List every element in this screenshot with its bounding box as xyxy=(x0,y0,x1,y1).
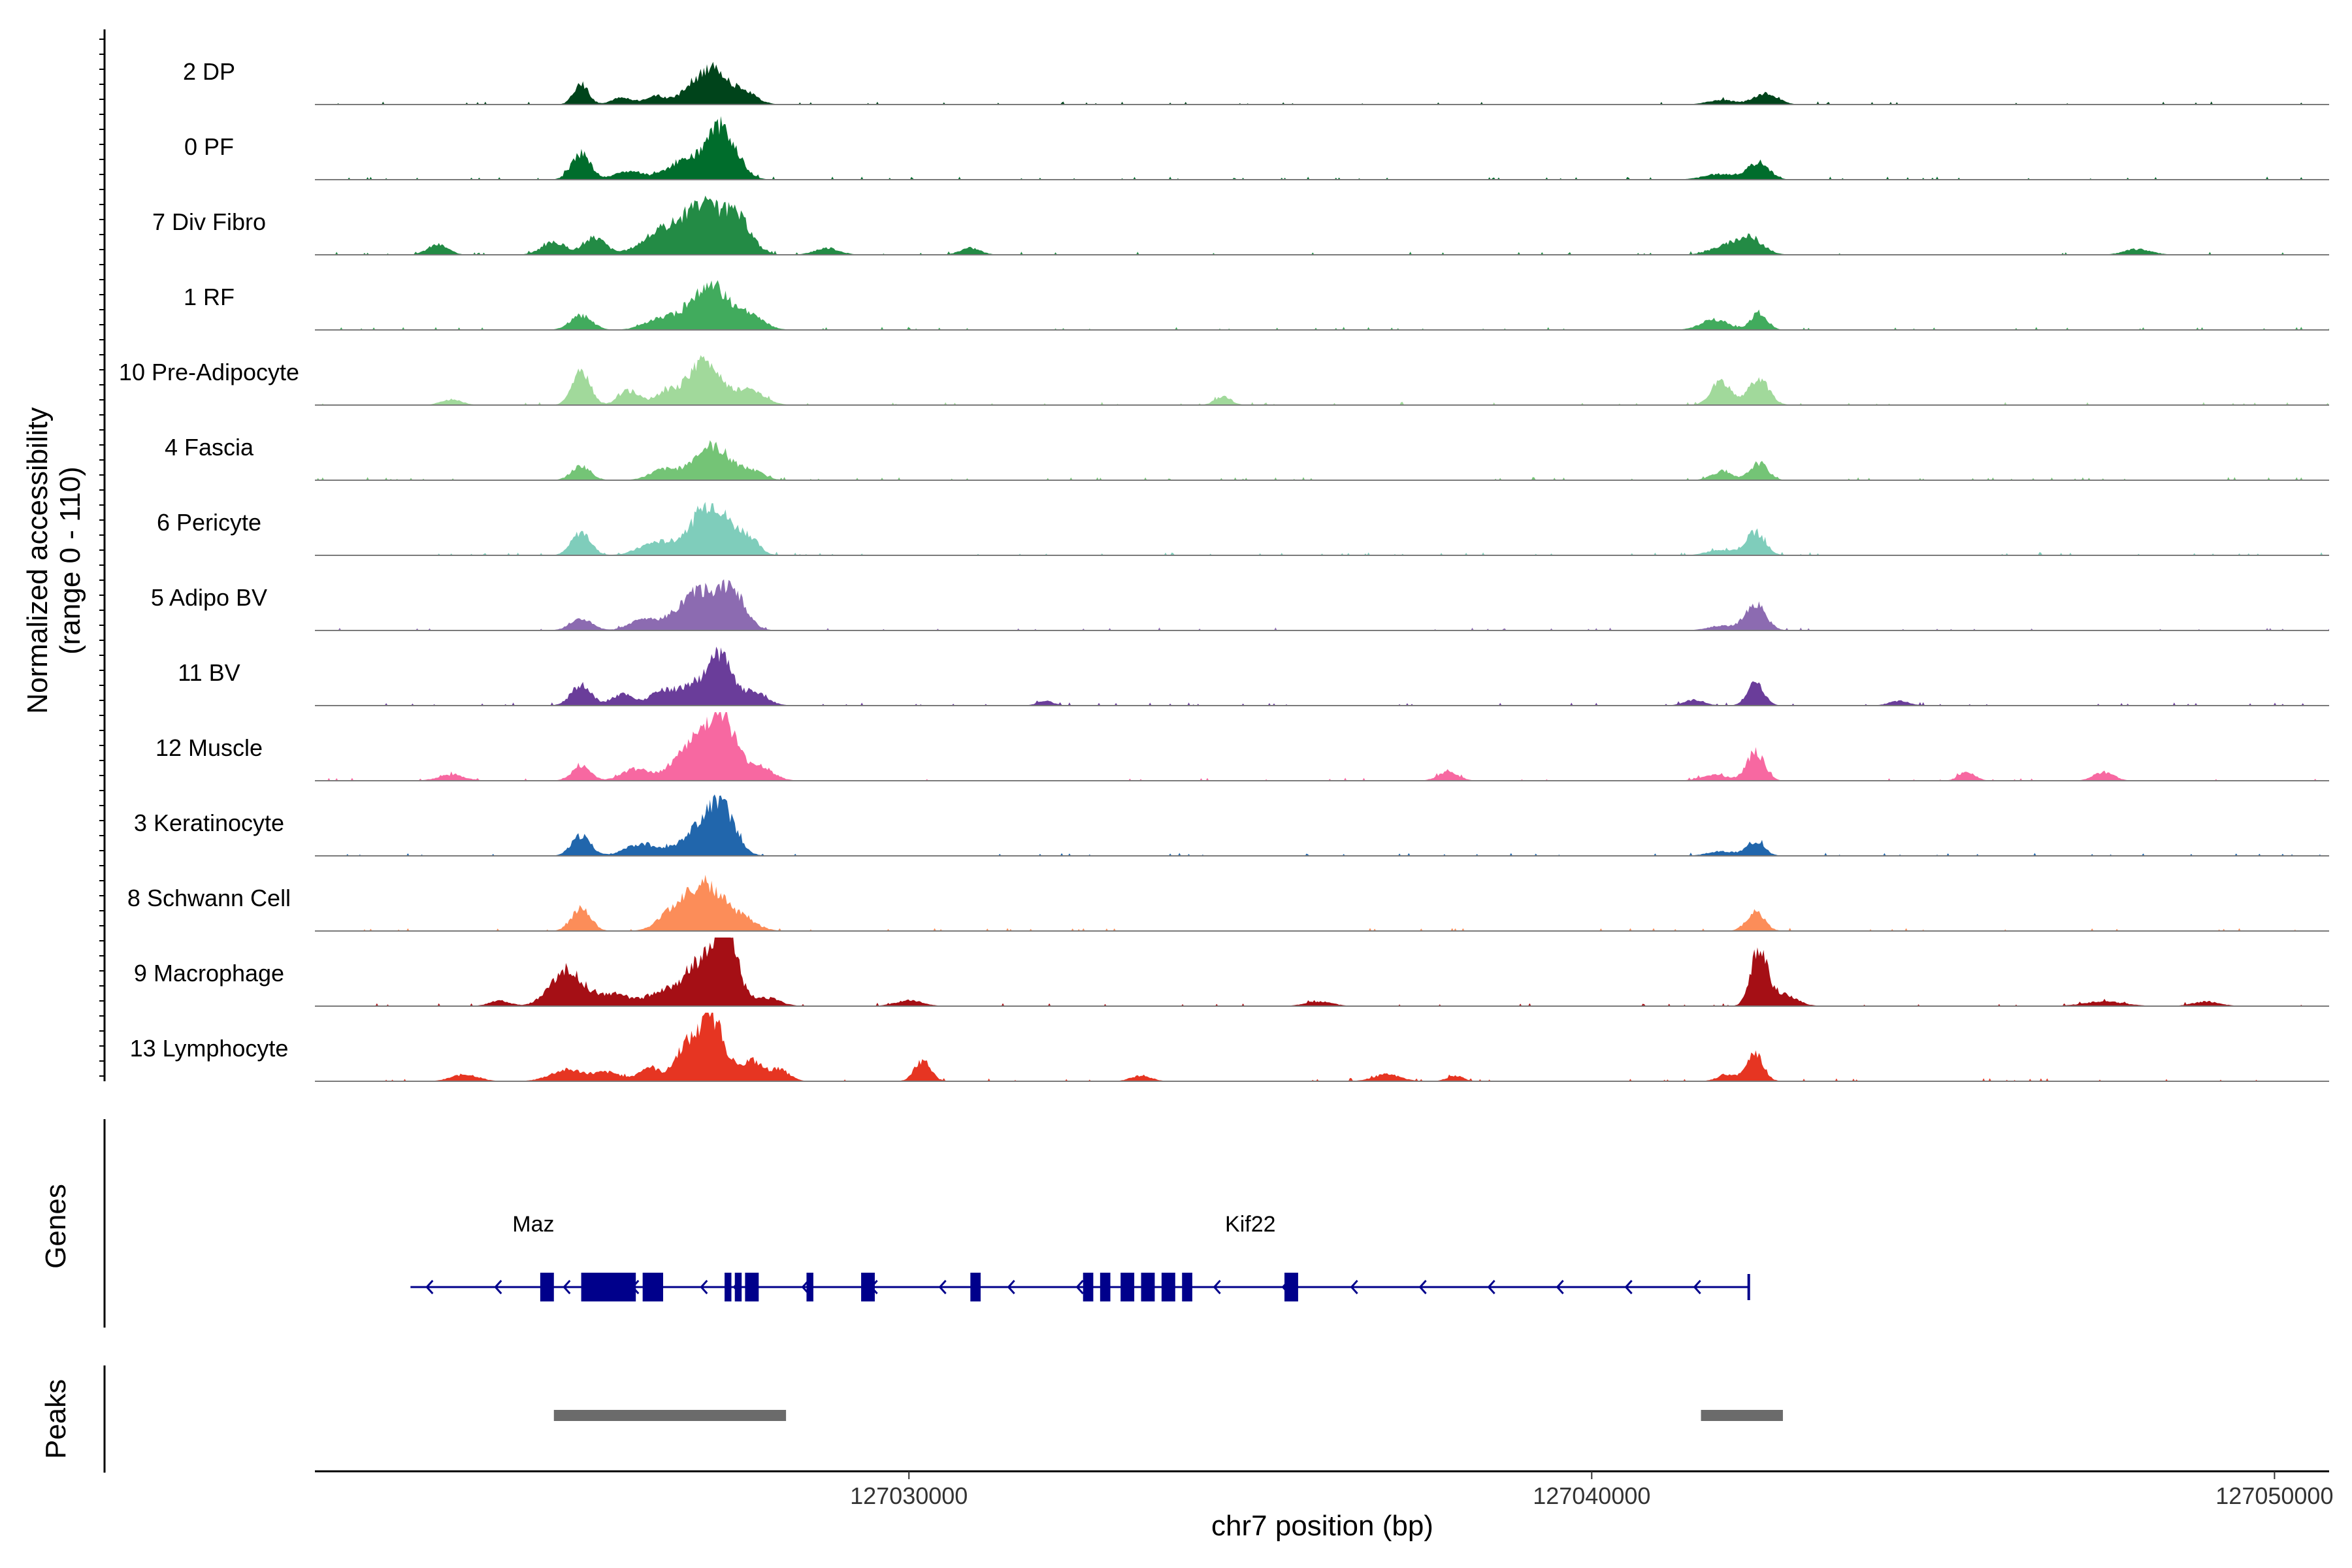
exon xyxy=(1120,1273,1135,1301)
track-label: 3 Keratinocyte xyxy=(134,809,284,836)
coverage-area xyxy=(315,875,2329,931)
exon xyxy=(1141,1273,1155,1301)
exon xyxy=(734,1273,742,1301)
x-tick-label: 127040000 xyxy=(1533,1482,1650,1509)
strand-arrow xyxy=(563,1279,571,1295)
coverage-area xyxy=(315,938,2329,1006)
track-label: 11 BV xyxy=(178,659,240,686)
coverage-area xyxy=(315,195,2329,255)
exon xyxy=(861,1273,875,1301)
coverage-area xyxy=(315,355,2329,405)
strand-arrow xyxy=(425,1279,434,1295)
exon xyxy=(745,1273,759,1301)
track-14: 13 Lymphocyte xyxy=(130,1013,2329,1082)
strand-arrow xyxy=(700,1279,708,1295)
coverage-area xyxy=(315,116,2329,180)
exon xyxy=(540,1273,554,1301)
coverage-area xyxy=(315,280,2329,330)
track-label: 0 PF xyxy=(184,133,234,160)
y-axis-title: Normalized accessibility xyxy=(22,407,54,713)
strand-arrow xyxy=(1213,1279,1221,1295)
strand-arrow xyxy=(938,1279,947,1295)
peak-region xyxy=(553,1410,787,1421)
gene-maz: Maz xyxy=(410,1212,732,1301)
peak-region xyxy=(1701,1410,1783,1421)
left-axes xyxy=(99,29,106,1473)
track-label: 8 Schwann Cell xyxy=(127,885,291,911)
x-tick-label: 127050000 xyxy=(2215,1482,2333,1509)
track-label: 13 Lymphocyte xyxy=(130,1035,289,1062)
strand-arrow xyxy=(1007,1279,1015,1295)
track-9: 11 BV xyxy=(178,646,2329,706)
track-13: 9 Macrophage xyxy=(134,938,2329,1007)
track-6: 4 Fascia xyxy=(165,434,2329,481)
track-label: 1 RF xyxy=(184,284,235,310)
track-10: 12 Muscle xyxy=(155,712,2329,781)
track-1: 2 DP xyxy=(183,58,2329,105)
track-3: 7 Div Fibro xyxy=(152,195,2329,255)
track-7: 6 Pericyte xyxy=(157,502,2329,556)
coverage-tracks: 2 DP 0 PF 7 Div Fibro 1 RF 10 Pre-Adipocyte 4… xyxy=(119,58,2329,1082)
track-label: 6 Pericyte xyxy=(157,509,261,536)
genes-track-title: Genes xyxy=(40,1184,72,1269)
track-2: 0 PF xyxy=(184,116,2329,180)
gene-track: Maz Kif22 xyxy=(410,1212,1750,1301)
gene-kif22: Kif22 xyxy=(717,1212,1750,1301)
track-label: 12 Muscle xyxy=(155,734,263,761)
track-8: 5 Adipo BV xyxy=(151,579,2329,631)
coverage-area xyxy=(315,712,2329,781)
gene-label: Maz xyxy=(512,1212,554,1237)
exon xyxy=(1182,1273,1192,1301)
exon xyxy=(1161,1273,1175,1301)
exon xyxy=(806,1273,813,1301)
coverage-area xyxy=(315,1013,2329,1081)
coverage-area xyxy=(315,579,2329,630)
exon xyxy=(1284,1273,1298,1301)
track-11: 3 Keratinocyte xyxy=(134,794,2329,857)
coverage-area xyxy=(315,502,2329,555)
coverage-area xyxy=(315,440,2329,480)
strand-arrow xyxy=(1418,1279,1427,1295)
track-label: 4 Fascia xyxy=(165,434,254,461)
track-label: 2 DP xyxy=(183,58,235,85)
track-label: 5 Adipo BV xyxy=(151,584,267,611)
peak-track xyxy=(553,1410,1783,1421)
exon xyxy=(642,1273,663,1301)
track-label: 7 Div Fibro xyxy=(152,208,266,235)
exon xyxy=(1083,1273,1094,1301)
exon xyxy=(581,1273,636,1301)
exon xyxy=(725,1273,732,1301)
coverage-area xyxy=(315,61,2329,105)
x-axis-title: chr7 position (bp) xyxy=(1211,1510,1433,1542)
y-axis-range: (range 0 - 110) xyxy=(54,466,86,655)
x-tick-label: 127030000 xyxy=(850,1482,968,1509)
strand-arrow xyxy=(1556,1279,1564,1295)
strand-arrow xyxy=(1693,1279,1701,1295)
strand-arrow xyxy=(494,1279,502,1295)
strand-arrow xyxy=(1075,1279,1084,1295)
strand-arrow xyxy=(1487,1279,1495,1295)
track-12: 8 Schwann Cell xyxy=(127,875,2329,932)
exon xyxy=(1100,1273,1111,1301)
track-label: 10 Pre-Adipocyte xyxy=(119,359,299,385)
track-4: 1 RF xyxy=(184,280,2329,331)
peaks-track-title: Peaks xyxy=(40,1379,72,1459)
coverage-area xyxy=(315,646,2329,706)
strand-arrow xyxy=(1350,1279,1358,1295)
coverage-area xyxy=(315,794,2329,856)
track-5: 10 Pre-Adipocyte xyxy=(119,355,2329,406)
gene-label: Kif22 xyxy=(1225,1212,1276,1237)
x-axis: 127030000 127040000 127050000 xyxy=(315,1470,2333,1509)
exon xyxy=(970,1273,981,1301)
strand-arrow xyxy=(1624,1279,1633,1295)
track-label: 9 Macrophage xyxy=(134,960,284,987)
